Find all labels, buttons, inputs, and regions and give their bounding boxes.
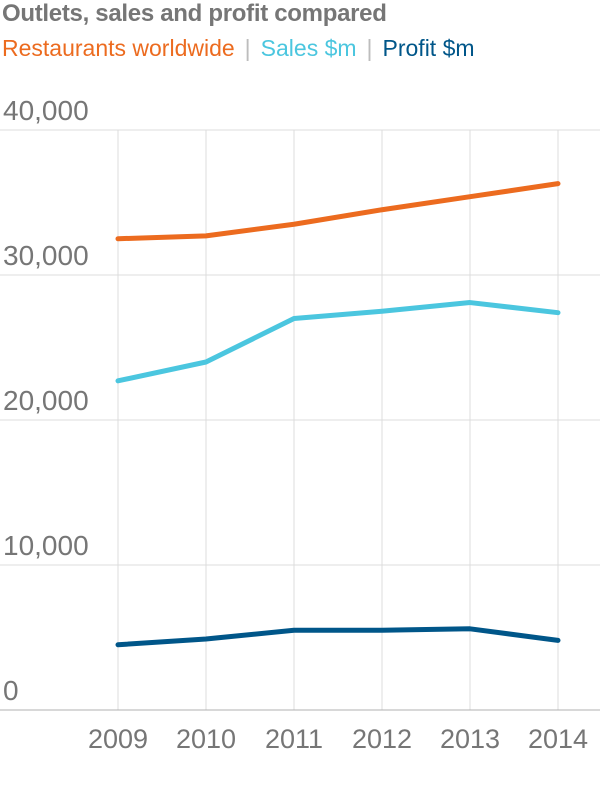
- x-tick-label: 2014: [528, 724, 588, 754]
- x-tick-label: 2009: [88, 724, 148, 754]
- x-tick-label: 2012: [352, 724, 412, 754]
- y-tick-label: 40,000: [3, 95, 89, 126]
- legend-separator: |: [366, 35, 373, 61]
- y-tick-label: 0: [3, 675, 19, 706]
- series-line-sales: [115, 300, 561, 384]
- y-tick-label: 20,000: [3, 385, 89, 416]
- chart-title: Outlets, sales and profit compared: [2, 0, 387, 27]
- series-line-profit: [115, 626, 561, 648]
- y-tick-label: 10,000: [3, 530, 89, 561]
- y-tick-label: 30,000: [3, 240, 89, 271]
- legend: Restaurants worldwide | Sales $m | Profit $m: [2, 35, 475, 62]
- series-line-restaurants: [115, 181, 561, 242]
- x-tick-label: 2010: [176, 724, 236, 754]
- x-tick-label: 2011: [265, 724, 323, 754]
- legend-profit: Profit $m: [382, 35, 475, 61]
- legend-separator: |: [244, 35, 251, 61]
- x-tick-label: 2013: [440, 724, 500, 754]
- legend-restaurants: Restaurants worldwide: [2, 35, 235, 61]
- legend-sales: Sales $m: [260, 35, 357, 61]
